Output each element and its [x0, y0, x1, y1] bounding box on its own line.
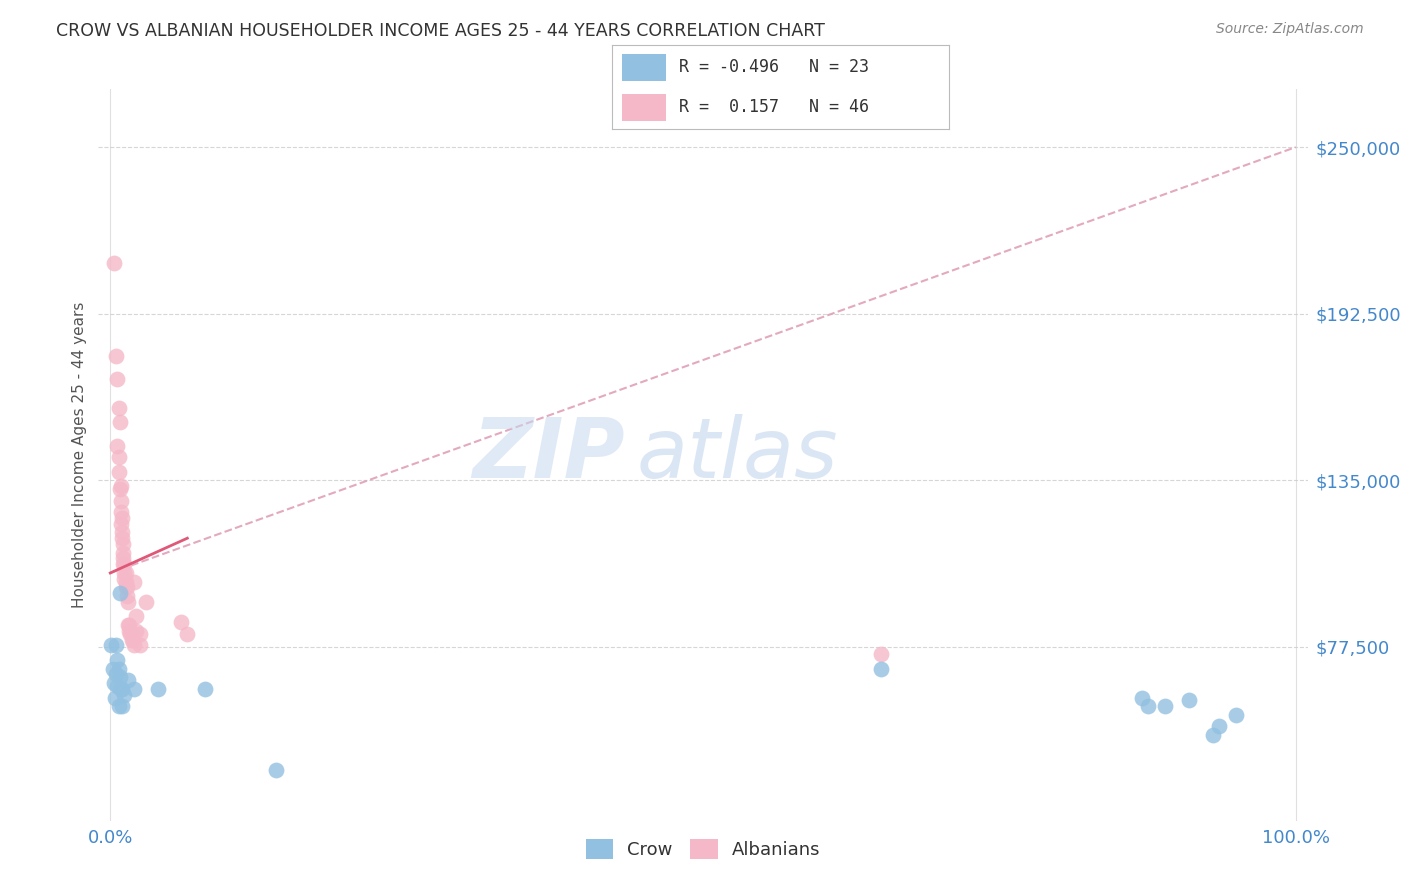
Text: R = -0.496   N = 23: R = -0.496 N = 23	[679, 59, 869, 77]
Point	[110, 505, 132, 519]
Point	[869, 647, 891, 661]
Point	[110, 479, 132, 493]
Text: Source: ZipAtlas.com: Source: ZipAtlas.com	[1216, 22, 1364, 37]
Point	[1136, 699, 1159, 714]
Point	[121, 632, 143, 647]
Point	[1130, 690, 1153, 705]
Point	[107, 662, 129, 676]
Point	[108, 415, 131, 429]
Point	[105, 639, 128, 653]
Point	[129, 627, 152, 641]
Point	[114, 688, 136, 702]
Point	[129, 639, 152, 653]
Point	[1208, 719, 1230, 733]
Point	[120, 627, 142, 641]
Point	[110, 516, 132, 531]
Point	[111, 699, 134, 714]
Point	[146, 681, 169, 696]
Point	[105, 679, 128, 693]
Point	[114, 574, 136, 589]
Text: CROW VS ALBANIAN HOUSEHOLDER INCOME AGES 25 - 44 YEARS CORRELATION CHART: CROW VS ALBANIAN HOUSEHOLDER INCOME AGES…	[56, 22, 825, 40]
Text: R =  0.157   N = 46: R = 0.157 N = 46	[679, 98, 869, 116]
Text: atlas: atlas	[637, 415, 838, 495]
Point	[118, 618, 141, 632]
Point	[1154, 699, 1177, 714]
Point	[111, 681, 134, 696]
Point	[108, 670, 131, 684]
Point	[112, 546, 135, 560]
Bar	[621, 94, 665, 120]
Point	[105, 667, 128, 681]
Point	[114, 581, 136, 595]
Point	[869, 662, 891, 676]
Y-axis label: Householder Income Ages 25 - 44 years: Householder Income Ages 25 - 44 years	[72, 301, 87, 608]
Point	[107, 465, 129, 479]
Point	[1178, 693, 1201, 707]
Point	[114, 566, 136, 580]
Point	[121, 627, 143, 641]
Point	[264, 763, 287, 777]
Point	[105, 372, 128, 386]
Point	[118, 624, 141, 638]
Point	[104, 690, 127, 705]
Text: ZIP: ZIP	[472, 415, 624, 495]
Point	[105, 438, 128, 452]
Point	[122, 681, 145, 696]
Point	[103, 256, 125, 270]
Point	[194, 681, 217, 696]
Point	[115, 581, 138, 595]
Point	[111, 531, 134, 545]
Point	[105, 653, 128, 667]
Point	[114, 558, 136, 572]
Point	[101, 662, 124, 676]
Point	[170, 615, 193, 630]
Point	[103, 676, 125, 690]
Point	[105, 349, 128, 363]
Bar	[621, 54, 665, 81]
Point	[107, 450, 129, 464]
Point	[100, 639, 122, 653]
Point	[110, 493, 132, 508]
Point	[1225, 707, 1247, 722]
Point	[117, 673, 139, 687]
Point	[111, 511, 134, 525]
Point	[107, 699, 129, 714]
Point	[122, 639, 145, 653]
Point	[117, 595, 139, 609]
Point	[135, 595, 157, 609]
Legend: Crow, Albanians: Crow, Albanians	[578, 832, 828, 866]
Point	[114, 572, 136, 586]
Point	[1202, 728, 1225, 742]
Point	[107, 401, 129, 415]
Point	[112, 551, 135, 566]
Point	[125, 624, 148, 638]
Point	[176, 627, 198, 641]
Point	[121, 632, 143, 647]
Point	[112, 558, 135, 572]
Point	[111, 525, 134, 540]
Point	[112, 537, 135, 551]
Point	[115, 589, 138, 603]
Point	[122, 574, 145, 589]
Point	[110, 681, 132, 696]
Point	[114, 566, 136, 580]
Point	[117, 618, 139, 632]
Point	[108, 482, 131, 496]
Point	[125, 609, 148, 624]
Point	[108, 586, 131, 600]
